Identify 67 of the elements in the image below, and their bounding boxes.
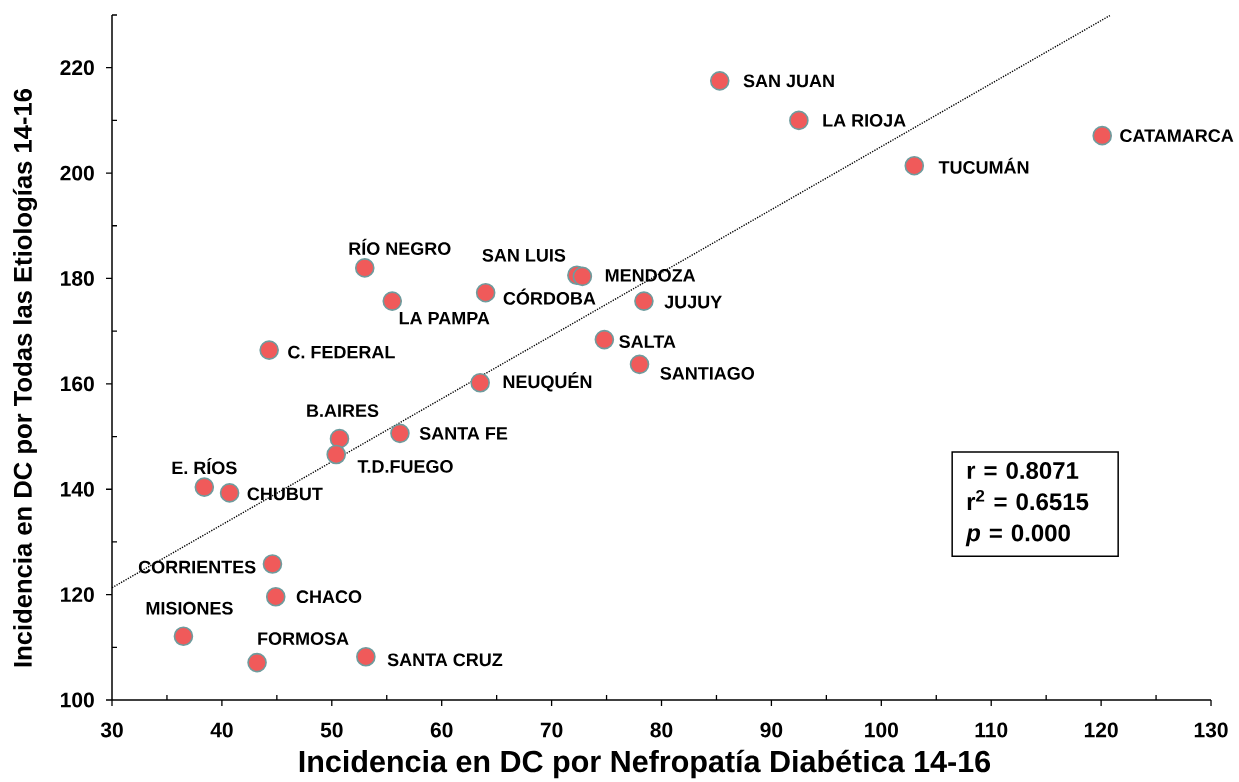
x-axis-title: Incidencia en DC por Nefropatía Diabética 14-16 bbox=[299, 749, 991, 779]
annotation: JUJUY bbox=[664, 295, 722, 309]
annotation: LA RIOJA bbox=[823, 114, 906, 127]
point bbox=[259, 340, 279, 360]
annotation: C. FEDERAL bbox=[288, 345, 395, 359]
annotation: FORMOSA bbox=[258, 632, 349, 645]
x-tick-label: 130 bbox=[1194, 722, 1228, 738]
x-tick-label: 90 bbox=[760, 722, 783, 738]
point bbox=[219, 483, 240, 503]
y-tick-label: 180 bbox=[61, 271, 94, 286]
annotation: SANTIAGO bbox=[660, 366, 755, 380]
x-tick-label: 120 bbox=[1084, 722, 1118, 738]
point bbox=[634, 291, 654, 311]
annotation: LA PAMPA bbox=[399, 311, 490, 325]
point bbox=[470, 372, 490, 393]
annotation: SALTA bbox=[619, 335, 676, 348]
x-tick-label: 80 bbox=[650, 722, 673, 738]
x-tick-label: 100 bbox=[865, 722, 898, 738]
annotation: MISIONES bbox=[146, 601, 233, 615]
annotation: CHACO bbox=[296, 590, 362, 604]
point bbox=[390, 423, 410, 444]
x-tick-label: 110 bbox=[975, 722, 1008, 738]
x-tick-label: 30 bbox=[100, 722, 123, 738]
annotation: E. RÍOS bbox=[172, 458, 237, 475]
annotation: TUCUMÁN bbox=[938, 157, 1029, 174]
annotation: r = 0.8071 bbox=[967, 462, 1079, 480]
point bbox=[356, 646, 376, 667]
annotation: NEUQUÉN bbox=[503, 372, 592, 392]
point bbox=[709, 71, 730, 91]
point bbox=[594, 329, 615, 350]
point bbox=[173, 626, 194, 647]
point bbox=[629, 354, 650, 375]
annotation: RÍO NEGRO bbox=[349, 238, 451, 255]
x-tick-label: 70 bbox=[540, 722, 563, 738]
x-tick-label: 50 bbox=[320, 722, 343, 738]
point bbox=[789, 110, 809, 131]
annotation: SAN LUIS bbox=[482, 248, 566, 262]
y-tick-label: 100 bbox=[61, 692, 94, 708]
annotation: r$^{2}$ = 0.6515 bbox=[967, 489, 1089, 511]
annotation: CÓRDOBA bbox=[503, 288, 596, 305]
y-axis-title: Incidencia en DC por Todas las Etiologías 14-16 bbox=[12, 88, 38, 667]
point bbox=[194, 477, 215, 497]
y-tick-label: 120 bbox=[61, 587, 94, 603]
x-tick-label: 40 bbox=[210, 722, 233, 738]
x-tick-label: 60 bbox=[430, 722, 453, 738]
annotation: SANTA FE bbox=[419, 427, 508, 440]
point bbox=[329, 428, 350, 449]
y-tick-label: 220 bbox=[60, 60, 94, 76]
y-tick-label: 200 bbox=[60, 165, 94, 181]
annotation: p = 0.000 bbox=[965, 524, 1070, 547]
point bbox=[904, 155, 925, 176]
point bbox=[265, 586, 286, 607]
point bbox=[326, 444, 346, 465]
annotation: SAN JUAN bbox=[743, 74, 834, 88]
annotation: SANTA CRUZ bbox=[387, 653, 503, 667]
annotation: T.D.FUEGO bbox=[357, 460, 453, 473]
point bbox=[262, 554, 283, 574]
point bbox=[247, 652, 267, 673]
point bbox=[475, 282, 496, 303]
point bbox=[382, 291, 403, 311]
annotation: B.AIRES bbox=[307, 404, 379, 418]
y-tick-label: 140 bbox=[61, 481, 94, 497]
annotation: CATAMARCA bbox=[1120, 129, 1234, 143]
y-tick-label: 160 bbox=[61, 376, 94, 392]
point bbox=[572, 266, 593, 287]
point bbox=[354, 258, 375, 278]
point bbox=[1092, 125, 1113, 146]
